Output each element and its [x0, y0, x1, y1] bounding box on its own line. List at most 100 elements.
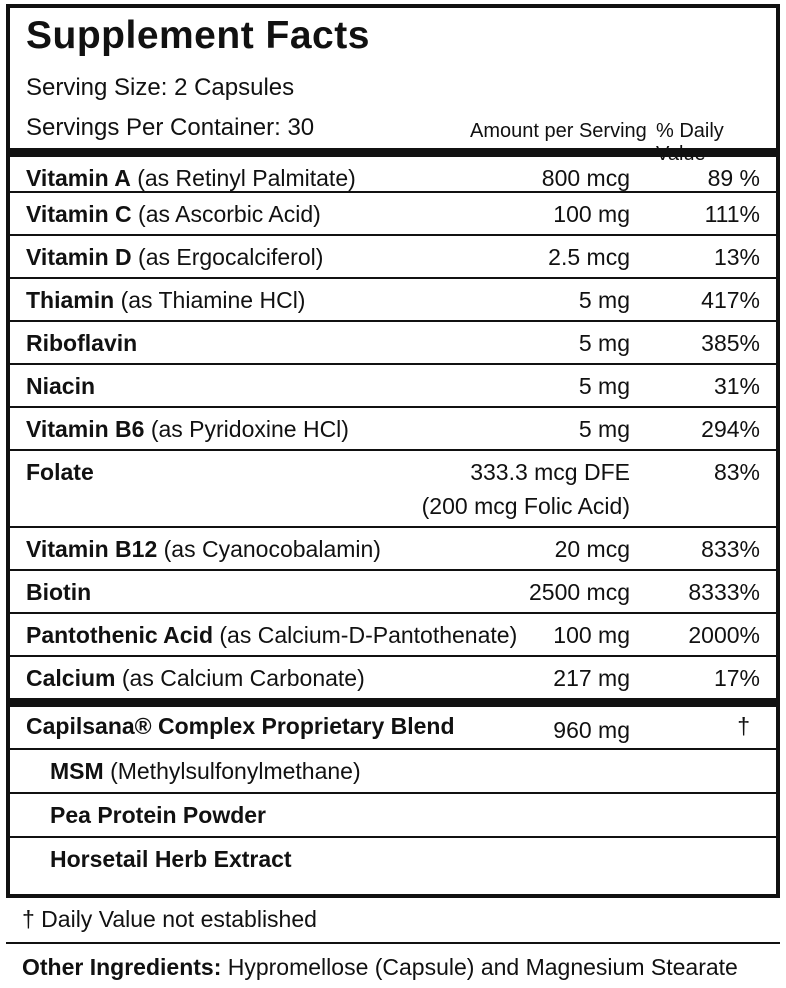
amount-cell: 5 mg	[579, 369, 630, 403]
daily-value: 8333%	[688, 579, 760, 605]
amount-cell: 100 mg	[553, 197, 630, 231]
nutrient-name: Vitamin B12	[26, 536, 158, 562]
daily-value: 83%	[713, 459, 760, 485]
amount: 333.3 mcg DFE	[470, 459, 630, 485]
nutrient-name: Riboflavin	[26, 330, 138, 356]
nutrient-row: Vitamin B6 (as Pyridoxine HCl) 5 mg 294%	[10, 406, 776, 449]
amount: 800 mcg	[541, 165, 630, 191]
blend-item-name: Pea Protein Powder	[50, 802, 267, 828]
nutrient-row: Folate 333.3 mcg DFE (200 mcg Folic Acid) 8…	[10, 449, 776, 526]
other-text: Hypromellose (Capsule) and Magnesium Ste…	[227, 954, 738, 980]
amount-cell: 5 mg	[579, 326, 630, 360]
nutrient-detail: (as Ascorbic Acid)	[138, 201, 321, 227]
blend-item-row: MSM (Methylsulfonylmethane)	[10, 748, 776, 792]
nutrient-detail: (as Cyanocobalamin)	[163, 536, 381, 562]
daily-value: 13%	[713, 244, 760, 270]
nutrient-detail: (as Thiamine HCl)	[120, 287, 306, 313]
nutrient-name-cell: Pantothenic Acid (as Calcium-D-Pantothen…	[26, 622, 517, 649]
nutrient-name: Thiamin	[26, 287, 115, 313]
nutrient-detail: (as Pyridoxine HCl)	[150, 416, 349, 442]
daily-value: 31%	[713, 373, 760, 399]
nutrient-row: Vitamin A (as Retinyl Palmitate) 800 mcg 8…	[10, 148, 776, 191]
blend-dv: †	[737, 713, 750, 739]
servings-per-container: Servings Per Container: 30	[26, 114, 315, 141]
nutrient-row: Calcium (as Calcium Carbonate) 217 mg 17%	[10, 655, 776, 698]
amount-cell: 2.5 mcg	[548, 240, 630, 274]
amount: 2.5 mcg	[548, 244, 630, 270]
amount: (200 mcg Folic Acid)	[421, 493, 630, 519]
blend-item-row: Pea Protein Powder	[10, 792, 776, 836]
nutrient-name: Biotin	[26, 579, 92, 605]
daily-value: 294%	[701, 416, 760, 442]
separator	[6, 942, 780, 944]
nutrient-detail: (as Calcium-D-Pantothenate)	[219, 622, 518, 648]
amount: 5 mg	[578, 373, 630, 399]
blend-item-name: MSM	[50, 758, 104, 784]
amount: 217 mg	[553, 665, 630, 691]
nutrient-detail: (as Calcium Carbonate)	[121, 665, 365, 691]
daily-value: 89 %	[707, 165, 760, 191]
amount-cell: 100 mg	[553, 618, 630, 652]
nutrient-row: Thiamin (as Thiamine HCl) 5 mg 417%	[10, 277, 776, 320]
amount-heading: Amount per Serving	[470, 120, 647, 142]
blend-item-cell: Horsetail Herb Extract	[50, 846, 292, 873]
other-ingredients: Other Ingredients: Hypromellose (Capsule…	[22, 954, 738, 981]
nutrient-name: Pantothenic Acid	[26, 622, 213, 648]
blend-item-name: Horsetail Herb Extract	[50, 846, 292, 872]
nutrient-name-cell: Vitamin B6 (as Pyridoxine HCl)	[26, 416, 349, 443]
blend-item-row: Horsetail Herb Extract	[10, 836, 776, 894]
daily-value: 111%	[704, 201, 760, 227]
amount-cell: 20 mcg	[555, 532, 630, 566]
nutrient-name-cell: Vitamin A (as Retinyl Palmitate)	[26, 165, 356, 192]
daily-value: 385%	[701, 330, 760, 356]
title: Supplement Facts	[26, 14, 370, 57]
blend-name: Capilsana® Complex Proprietary Blend	[26, 713, 455, 739]
nutrient-row: Vitamin D (as Ergocalciferol) 2.5 mcg 13%	[10, 234, 776, 277]
nutrient-name-cell: Thiamin (as Thiamine HCl)	[26, 287, 305, 314]
nutrient-row: Biotin 2500 mcg 8333%	[10, 569, 776, 612]
nutrient-name: Vitamin C	[26, 201, 132, 227]
amount-cell: 333.3 mcg DFE (200 mcg Folic Acid)	[422, 455, 630, 523]
serving-size: Serving Size: 2 Capsules	[26, 74, 295, 101]
nutrient-name-cell: Calcium (as Calcium Carbonate)	[26, 665, 365, 692]
nutrient-detail: (as Ergocalciferol)	[138, 244, 324, 270]
blend-item-cell: Pea Protein Powder	[50, 802, 266, 829]
nutrient-row: Niacin 5 mg 31%	[10, 363, 776, 406]
nutrient-name: Vitamin B6	[26, 416, 145, 442]
nutrient-row: Vitamin C (as Ascorbic Acid) 100 mg 111%	[10, 191, 776, 234]
amount: 2500 mcg	[528, 579, 630, 605]
facts-panel: Supplement Facts Serving Size: 2 Capsule…	[6, 4, 780, 898]
nutrient-name: Calcium	[26, 665, 116, 691]
amount: 5 mg	[578, 416, 630, 442]
nutrient-row: Riboflavin 5 mg 385%	[10, 320, 776, 363]
amount: 5 mg	[578, 330, 630, 356]
daily-value: 417%	[701, 287, 760, 313]
nutrient-name-cell: Niacin	[26, 373, 95, 400]
amount-cell: 2500 mcg	[529, 575, 630, 609]
nutrient-detail: (as Retinyl Palmitate)	[137, 165, 356, 191]
nutrient-name: Vitamin D	[26, 244, 132, 270]
footnote: † Daily Value not established	[22, 906, 317, 932]
blend-row: Capilsana® Complex Proprietary Blend 960 …	[10, 698, 776, 748]
daily-value: 833%	[701, 536, 760, 562]
daily-value: 2000%	[688, 622, 760, 648]
blend-amount: 960 mg	[553, 717, 630, 743]
nutrient-name-cell: Vitamin C (as Ascorbic Acid)	[26, 201, 321, 228]
amount: 20 mcg	[554, 536, 630, 562]
nutrient-name: Niacin	[26, 373, 96, 399]
nutrient-name-cell: Vitamin B12 (as Cyanocobalamin)	[26, 536, 381, 563]
amount-cell: 800 mcg	[542, 161, 630, 195]
amount-cell: 5 mg	[579, 412, 630, 446]
amount-cell: 217 mg	[553, 661, 630, 695]
nutrient-name: Folate	[26, 459, 94, 485]
nutrient-name: Vitamin A	[26, 165, 131, 191]
nutrient-name-cell: Vitamin D (as Ergocalciferol)	[26, 244, 323, 271]
nutrient-name-cell: Folate	[26, 459, 94, 486]
blend-item-cell: MSM (Methylsulfonylmethane)	[50, 758, 361, 785]
daily-value: 17%	[713, 665, 760, 691]
amount: 5 mg	[578, 287, 630, 313]
blend-name-cell: Capilsana® Complex Proprietary Blend	[26, 713, 455, 740]
blend-item-detail: (Methylsulfonylmethane)	[110, 758, 361, 784]
nutrient-row: Vitamin B12 (as Cyanocobalamin) 20 mcg 833…	[10, 526, 776, 569]
